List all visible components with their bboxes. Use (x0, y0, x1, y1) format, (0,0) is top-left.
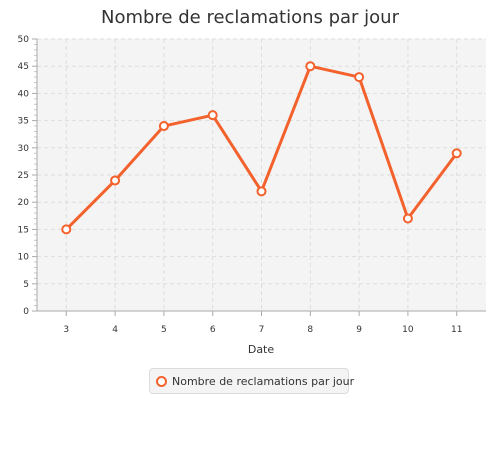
y-tick-label: 15 (18, 225, 29, 235)
legend: Nombre de reclamations par jour (149, 368, 354, 394)
data-point (207, 110, 218, 121)
legend-label: Nombre de reclamations par jour (172, 374, 355, 388)
y-tick-label: 40 (18, 89, 30, 99)
x-tick-label: 6 (210, 325, 216, 335)
data-point (402, 213, 413, 224)
x-tick-label: 5 (161, 325, 167, 335)
y-tick-label: 5 (23, 280, 29, 290)
x-tick-label: 3 (63, 325, 69, 335)
data-point (451, 148, 462, 159)
x-tick-label: 10 (402, 325, 414, 335)
y-tick-label: 25 (18, 171, 29, 181)
data-point (110, 175, 121, 186)
x-tick-label: 11 (451, 325, 462, 335)
x-tick-label: 9 (356, 325, 362, 335)
y-tick-label: 35 (18, 117, 29, 127)
x-axis-label: Date (248, 343, 275, 356)
y-tick-label: 50 (18, 35, 30, 45)
y-tick-label: 45 (18, 62, 29, 72)
x-tick-label: 8 (307, 325, 313, 335)
data-point (305, 61, 316, 72)
y-tick-label: 0 (23, 307, 29, 317)
data-point (61, 224, 72, 235)
data-point (158, 121, 169, 132)
y-tick-label: 10 (18, 253, 30, 263)
y-tick-label: 20 (18, 198, 30, 208)
y-tick-label: 30 (18, 144, 30, 154)
data-point (256, 186, 267, 197)
data-point (354, 72, 365, 83)
chart-title: Nombre de reclamations par jour (101, 7, 400, 28)
x-tick-label: 4 (112, 325, 118, 335)
x-tick-label: 7 (259, 325, 265, 335)
legend-marker-icon (156, 375, 167, 387)
